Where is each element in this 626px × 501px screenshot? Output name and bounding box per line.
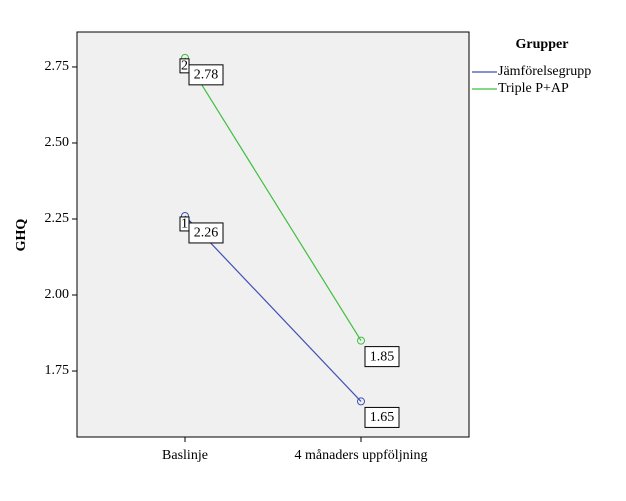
data-label-box xyxy=(188,222,224,244)
x-tick-label: 4 månaders uppföljning xyxy=(295,448,428,463)
case-label: 1 xyxy=(181,217,188,232)
y-tick-label: 2.75 xyxy=(45,59,70,74)
plot-area xyxy=(76,31,470,438)
data-label-box xyxy=(188,64,224,86)
y-tick-label: 1.75 xyxy=(45,363,70,378)
y-tick-label: 2.25 xyxy=(45,211,70,226)
series-line xyxy=(184,57,362,341)
point-marker xyxy=(357,397,365,406)
y-tick-label: 2.50 xyxy=(45,135,70,150)
y-tick-label: 2.00 xyxy=(45,287,70,302)
legend-title: Grupper xyxy=(516,37,569,52)
x-tick-label: Baslinje xyxy=(162,448,208,463)
point-marker xyxy=(357,336,365,345)
data-label: 1.65 xyxy=(370,410,395,425)
legend-label: Jämförelsegrupp xyxy=(498,64,591,79)
series-line xyxy=(184,215,362,402)
case-label: 2 xyxy=(181,59,188,74)
data-label-box xyxy=(364,406,400,428)
data-label-box xyxy=(364,346,400,368)
data-label: 1.85 xyxy=(370,349,395,364)
legend-label: Triple P+AP xyxy=(498,81,569,96)
y-axis-label: GHQ xyxy=(14,219,29,252)
data-label: 2.78 xyxy=(194,68,219,83)
data-label: 2.26 xyxy=(194,226,219,241)
